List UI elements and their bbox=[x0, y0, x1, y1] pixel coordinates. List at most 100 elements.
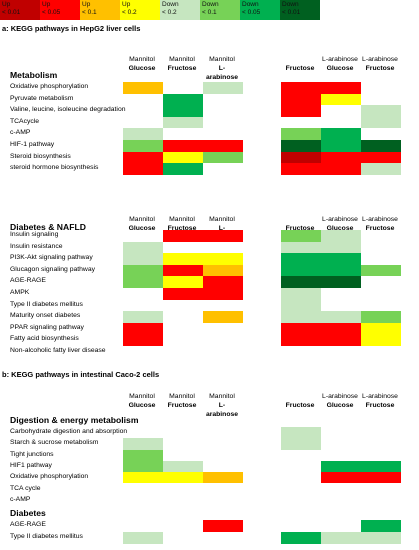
column-header-top: L-arabinose bbox=[362, 56, 398, 63]
column-header-top: Mannitol bbox=[169, 216, 195, 223]
pathway-label: AMPK bbox=[10, 289, 30, 296]
column-header: Mannitol Glucose bbox=[123, 55, 161, 73]
legend-swatch: Up < 0.2 bbox=[120, 0, 160, 20]
heatmap-cell bbox=[123, 449, 163, 461]
heatmap-cell bbox=[281, 241, 321, 254]
pathway-label: Non-alcoholic fatty liver disease bbox=[10, 347, 106, 354]
column-header: L-arabinose Fructose bbox=[361, 215, 399, 233]
column-header-top: Mannitol bbox=[129, 393, 155, 400]
column-header-bottom: Glucose bbox=[326, 65, 354, 72]
column-header-top: Mannitol bbox=[209, 216, 235, 223]
heatmap-cell bbox=[123, 460, 163, 473]
heatmap-cell bbox=[123, 334, 163, 346]
column-header-bottom: Fructose bbox=[365, 65, 395, 72]
heatmap-cell bbox=[281, 299, 321, 312]
heatmap-cell bbox=[281, 82, 321, 94]
heatmap-cell bbox=[163, 288, 203, 300]
heatmap-cell bbox=[163, 460, 203, 473]
heatmap-cell bbox=[321, 128, 361, 140]
heatmap-cell bbox=[281, 93, 321, 106]
heatmap-cell bbox=[321, 264, 361, 277]
legend-swatch: Up < 0.05 bbox=[40, 0, 80, 20]
heatmap-cell bbox=[321, 241, 361, 254]
heatmap-cell bbox=[163, 105, 203, 117]
heatmap-cell bbox=[281, 105, 321, 117]
heatmap-cell bbox=[123, 532, 163, 544]
pathway-label: AGE-RAGE bbox=[10, 277, 46, 285]
pathway-label: Type II diabetes mellitus bbox=[10, 533, 83, 540]
heatmap-cell bbox=[321, 230, 361, 242]
heatmap-cell bbox=[281, 427, 321, 439]
column-header-top: Mannitol bbox=[209, 393, 235, 400]
heatmap-cell bbox=[163, 163, 203, 175]
heatmap-cell bbox=[321, 276, 361, 288]
pathway-label: PI3K-Akt signaling pathway bbox=[10, 254, 93, 262]
heatmap-cell bbox=[203, 311, 243, 323]
heatmap-cell bbox=[361, 151, 401, 164]
heatmap-cell bbox=[163, 93, 203, 106]
heatmap-cell bbox=[321, 151, 361, 164]
part-b-title: b: KEGG pathways in intestinal Caco-2 ce… bbox=[2, 370, 160, 379]
heatmap-cell bbox=[361, 163, 401, 175]
heatmap-cell bbox=[321, 532, 361, 544]
heatmap-cell bbox=[123, 311, 163, 323]
column-header-top: L-arabinose bbox=[322, 393, 358, 400]
heatmap-cell bbox=[203, 288, 243, 300]
column-header: L-arabinose Glucose bbox=[321, 392, 359, 410]
column-header-top: Mannitol bbox=[129, 216, 155, 223]
heatmap-cell bbox=[281, 253, 321, 265]
pathway-label: Valine, leucine, isoleucine degradation bbox=[10, 106, 126, 114]
heatmap-cell bbox=[281, 288, 321, 300]
column-header-bottom: L-arabinose bbox=[205, 65, 239, 81]
pathway-label: c-AMP bbox=[10, 495, 31, 503]
heatmap-cell bbox=[361, 322, 401, 335]
heatmap-cell bbox=[321, 82, 361, 94]
pathway-label: Starch & sucrose metabolism bbox=[10, 439, 99, 447]
legend-swatch: Down < 0.05 bbox=[240, 0, 280, 20]
pathway-label: Maturity onset diabetes bbox=[10, 312, 81, 320]
heatmap-cell bbox=[281, 334, 321, 346]
column-header-top bbox=[281, 215, 319, 224]
column-header-bottom: Fructose bbox=[167, 402, 197, 409]
column-header: L-arabinose Fructose bbox=[361, 55, 399, 73]
column-header: L-arabinose Glucose bbox=[321, 215, 359, 233]
column-header-bottom: Glucose bbox=[128, 402, 156, 409]
pathway-label: Pyruvate metabolism bbox=[10, 94, 74, 102]
heatmap-cell bbox=[361, 311, 401, 323]
legend-swatch: Down < 0.01 bbox=[280, 0, 320, 20]
heatmap-cell bbox=[321, 163, 361, 175]
column-header-bottom: Fructose bbox=[365, 402, 395, 409]
pathway-label: Type II diabetes mellitus bbox=[10, 300, 83, 308]
column-header-bottom: Glucose bbox=[326, 225, 354, 232]
heatmap-cell bbox=[123, 253, 163, 265]
heatmap-cell bbox=[203, 82, 243, 94]
pathway-label: HIF-1 pathway bbox=[10, 141, 55, 148]
heatmap-cell bbox=[281, 532, 321, 544]
pathway-label: TCAcycle bbox=[10, 117, 40, 125]
column-header: Fructose bbox=[281, 55, 319, 73]
pathway-label: TCA cycle bbox=[10, 484, 41, 492]
column-header-bottom: Glucose bbox=[128, 65, 156, 72]
heatmap-cell bbox=[321, 311, 361, 323]
column-header-top bbox=[281, 392, 319, 401]
heatmap-cell bbox=[203, 140, 243, 152]
legend-swatch: Up < 0.01 bbox=[0, 0, 40, 20]
heatmap-cell bbox=[281, 230, 321, 242]
part-a-title: a: KEGG pathways in HepG2 liver cells bbox=[2, 24, 141, 33]
heatmap-cell bbox=[361, 334, 401, 346]
heatmap-cell bbox=[163, 151, 203, 164]
column-header-bottom: Fructose bbox=[167, 65, 197, 72]
column-header-top: L-arabinose bbox=[362, 216, 398, 223]
heatmap-cell bbox=[361, 116, 401, 129]
pathway-label: Steroid biosynthesis bbox=[10, 152, 71, 160]
heatmap-cell bbox=[281, 140, 321, 152]
heatmap-cell bbox=[203, 472, 243, 484]
heatmap-cell bbox=[321, 93, 361, 106]
heatmap-cell bbox=[281, 151, 321, 164]
heatmap-cell bbox=[281, 438, 321, 450]
column-header-bottom: Fructose bbox=[285, 402, 315, 409]
column-header-bottom: Fructose bbox=[167, 225, 197, 232]
legend-swatch: Up < 0.1 bbox=[80, 0, 120, 20]
heatmap-cell bbox=[123, 472, 163, 484]
heatmap-cell bbox=[123, 438, 163, 450]
